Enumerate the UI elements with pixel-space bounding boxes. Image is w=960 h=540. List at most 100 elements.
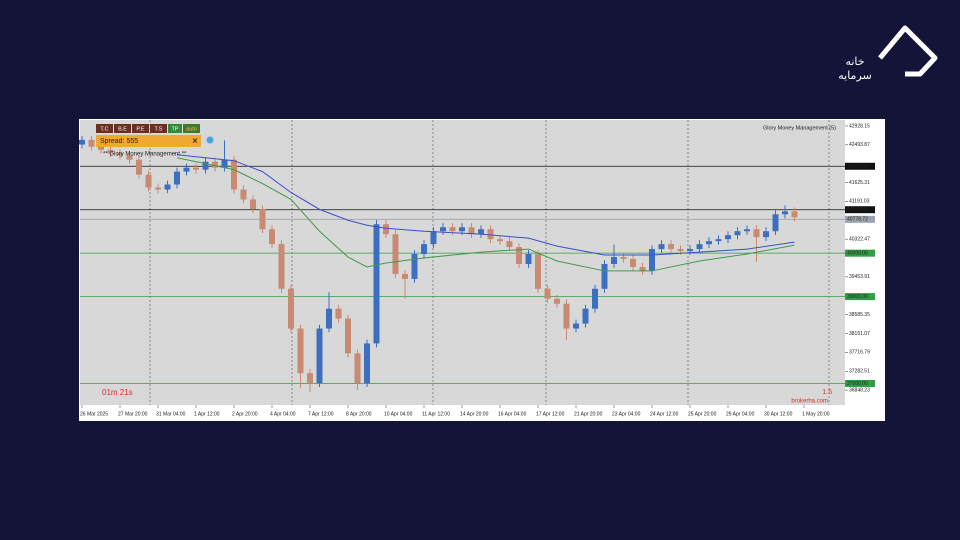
level-tag xyxy=(845,162,875,170)
logo-line1: خانه xyxy=(845,55,864,68)
level-label: 37000.00 xyxy=(847,381,868,387)
spread: Spread: 555 xyxy=(100,138,138,145)
candle-body xyxy=(563,303,570,329)
x-tick-label: 25 Apr 20:00 xyxy=(688,411,717,417)
close-button[interactable]: ✕ xyxy=(192,137,199,146)
spread-box[interactable] xyxy=(96,135,201,147)
candle-body xyxy=(392,234,399,274)
indicator-label: ** Glory Money Management ** xyxy=(103,152,187,158)
button[interactable] xyxy=(132,124,149,133)
candle-body xyxy=(772,214,779,232)
candle-body xyxy=(269,229,275,245)
level-tag xyxy=(845,249,875,257)
level-tag xyxy=(845,215,875,223)
candle-body xyxy=(734,231,741,236)
x-tick-label: 8 Apr 20:00 xyxy=(346,411,372,417)
candle-body xyxy=(373,224,380,344)
button[interactable] xyxy=(168,124,182,133)
candle-body xyxy=(259,209,266,230)
watermark: brokerha.com xyxy=(791,399,828,405)
level-label: 41000.00 xyxy=(847,207,868,213)
x-tick-label: 1 Apr 12:00 xyxy=(194,411,220,417)
candle-body xyxy=(506,241,513,248)
candle-body xyxy=(202,161,209,170)
info-icon[interactable] xyxy=(206,136,214,144)
candle-body xyxy=(478,229,484,235)
candle-body xyxy=(763,231,769,238)
candle-body xyxy=(468,227,475,235)
candle-body xyxy=(307,373,313,384)
candle-body xyxy=(639,266,646,271)
ma-line xyxy=(176,154,795,256)
candle-body xyxy=(573,323,579,329)
candle-body xyxy=(487,229,494,240)
x-tick-label: 7 Apr 12:00 xyxy=(308,411,334,417)
candle-body xyxy=(354,353,361,384)
y-tick-label: 39453.91 xyxy=(849,274,870,280)
candle-body xyxy=(383,224,389,235)
level-tag xyxy=(845,293,875,301)
indicator-label: Glory Money Management (5) xyxy=(763,125,836,131)
level-label: 39000.00 xyxy=(847,294,868,300)
value-label: 1.5 xyxy=(822,389,832,396)
candle-body xyxy=(611,257,617,264)
candle-body xyxy=(525,254,532,264)
x-tick-label: 14 Apr 20:00 xyxy=(460,411,489,417)
candle-body xyxy=(449,227,456,232)
candle-body xyxy=(554,298,560,304)
candle-body xyxy=(782,211,788,215)
level-tag xyxy=(845,379,875,387)
x-tick-label: 27 Mar 20:00 xyxy=(118,411,148,417)
level-label: 40778.72 xyxy=(847,217,868,223)
marks: 42928.15 42493.87 41625.31 41191.03 40322.47… xyxy=(79,123,875,417)
candle-body xyxy=(677,249,684,252)
logo-house xyxy=(878,25,938,77)
y-tick-label: 41625.31 xyxy=(849,180,870,186)
candle-body xyxy=(126,155,133,160)
y-tick-label: 38585.35 xyxy=(849,312,870,318)
x-tick-label: 31 Mar 04:00 xyxy=(156,411,186,417)
button[interactable] xyxy=(150,124,167,133)
timer: 01m 21s xyxy=(102,388,133,397)
y-tick-label: 41191.03 xyxy=(849,199,870,205)
candle-body xyxy=(706,241,712,245)
candle-body xyxy=(630,259,636,267)
candle-body xyxy=(421,244,427,255)
candle-body xyxy=(687,249,693,252)
candle-body xyxy=(601,263,608,289)
candle-body xyxy=(136,159,142,175)
y-tick-label: 42493.87 xyxy=(849,142,870,148)
button[interactable] xyxy=(183,124,200,133)
candle-body xyxy=(725,235,731,240)
x-tick-label: 10 Apr 04:00 xyxy=(384,411,413,417)
level-tag xyxy=(845,206,875,214)
candle-body xyxy=(240,189,247,200)
candle-body xyxy=(288,288,294,329)
logo-line2: سرمایه xyxy=(838,69,872,82)
candle-body xyxy=(753,229,760,238)
candle-body xyxy=(459,227,465,232)
x-tick-label: 4 Apr 04:00 xyxy=(270,411,296,417)
candle-body xyxy=(497,239,503,242)
x-tick-label: 26 Mar 2025 xyxy=(80,411,108,417)
candle-body xyxy=(316,328,323,384)
candle-body xyxy=(402,273,408,279)
candle-body xyxy=(297,328,304,374)
x-tick-label: 30 Apr 12:00 xyxy=(764,411,793,417)
candle-body xyxy=(668,244,674,250)
x-tick-label: 29 Apr 04:00 xyxy=(726,411,755,417)
plot-area xyxy=(80,120,845,405)
candle-body xyxy=(535,254,541,289)
x-tick-label: 21 Apr 20:00 xyxy=(574,411,603,417)
button[interactable] xyxy=(96,124,113,133)
x-tick-label: 24 Apr 12:00 xyxy=(650,411,679,417)
candle-body xyxy=(592,288,598,309)
candle-body xyxy=(620,257,627,260)
candle-body xyxy=(231,159,237,190)
candle-body xyxy=(715,239,722,242)
candle-body xyxy=(326,308,332,329)
candle-body xyxy=(516,247,522,264)
candle-body xyxy=(88,139,95,147)
button[interactable] xyxy=(114,124,131,133)
x-tick-label: 23 Apr 04:00 xyxy=(612,411,641,417)
